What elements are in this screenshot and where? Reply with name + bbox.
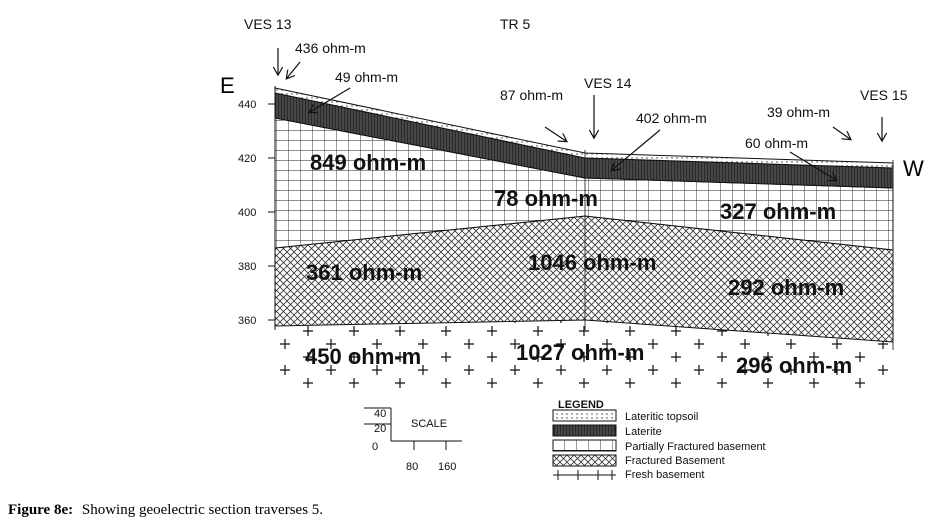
- resistivity-label: 60 ohm-m: [745, 135, 808, 151]
- legend-swatch: [552, 454, 617, 467]
- fresh-basement: [275, 320, 900, 388]
- arrows: [278, 48, 882, 180]
- legend-label: Partially Fractured basement: [625, 441, 766, 453]
- legend-swatch: [552, 424, 617, 437]
- legend-label: Fresh basement: [625, 469, 704, 481]
- scale: [364, 407, 462, 450]
- resistivity-label: 361 ohm-m: [306, 260, 422, 285]
- resistivity-label: 292 ohm-m: [728, 275, 844, 300]
- ticks: [268, 103, 275, 321]
- resistivity-label: 402 ohm-m: [636, 110, 707, 126]
- legend-swatch: [553, 470, 616, 480]
- scale-label: 80: [406, 461, 418, 473]
- legend-title: LEGEND: [558, 399, 604, 411]
- scale-label: 0: [372, 441, 378, 453]
- resistivity-label: 1027 ohm-m: [516, 340, 644, 365]
- elevation-tick: 420: [238, 153, 256, 165]
- caption-text: Showing geoelectric section traverses 5.: [82, 502, 323, 518]
- elevation-tick: 440: [238, 99, 256, 111]
- resistivity-label: 39 ohm-m: [767, 104, 830, 120]
- caption-label: Figure 8e:: [8, 502, 73, 518]
- east-label: E: [220, 73, 235, 98]
- station-label: VES 13: [244, 16, 292, 32]
- legend-label: Fractured Basement: [625, 455, 725, 467]
- legend-label: Laterite: [625, 426, 662, 438]
- resistivity-label: 450 ohm-m: [305, 344, 421, 369]
- scale-label: 40: [374, 408, 386, 420]
- legend-label: Lateritic topsoil: [625, 411, 698, 423]
- legend-swatch: [552, 439, 617, 452]
- resistivity-label: 436 ohm-m: [295, 40, 366, 56]
- scale-title: SCALE: [411, 418, 447, 430]
- resistivity-label: 49 ohm-m: [335, 69, 398, 85]
- resistivity-label: 1046 ohm-m: [528, 250, 656, 275]
- resistivity-label: 78 ohm-m: [494, 186, 598, 211]
- caption: Figure 8e: Showing geoelectric section t…: [8, 502, 323, 518]
- elevation-tick: 380: [238, 261, 256, 273]
- scale-label: 160: [438, 461, 456, 473]
- resistivity-label: 849 ohm-m: [310, 150, 426, 175]
- elevation-tick: 400: [238, 207, 256, 219]
- station-label: VES 15: [860, 87, 908, 103]
- resistivity-label: 296 ohm-m: [736, 353, 852, 378]
- resistivity-label: 327 ohm-m: [720, 199, 836, 224]
- resistivity-label: 87 ohm-m: [500, 87, 563, 103]
- elevation-tick: 360: [238, 315, 256, 327]
- scale-label: 20: [374, 423, 386, 435]
- legend-swatch: [552, 409, 617, 422]
- station-label: VES 14: [584, 75, 632, 91]
- west-label: W: [903, 156, 924, 181]
- traverse-label: TR 5: [500, 16, 531, 32]
